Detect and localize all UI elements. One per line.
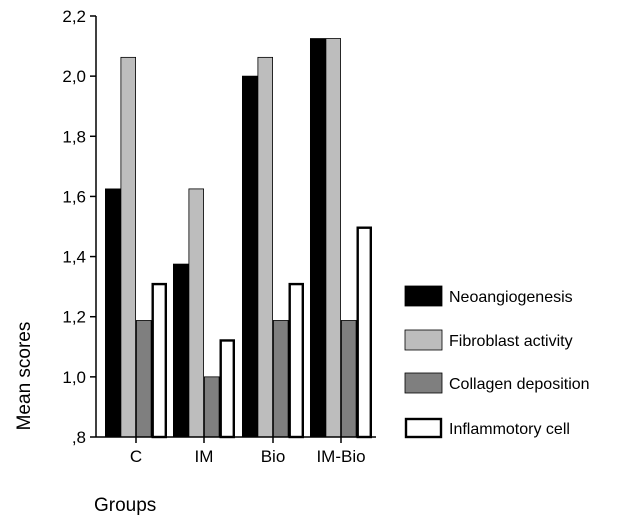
bar	[151, 282, 167, 439]
legend-label: Inflammotory cell	[449, 421, 570, 438]
y-tick-label: 1,8	[62, 127, 86, 146]
y-tick-label: 1,0	[62, 368, 86, 387]
bar	[105, 188, 121, 438]
y-tick-label: 1,2	[62, 308, 86, 327]
x-axis-title: Groups	[94, 495, 156, 516]
legend-label: Fibroblast activity	[449, 333, 573, 350]
bar	[135, 320, 152, 438]
bar	[325, 38, 341, 438]
legend: Neoangiogenesis Fibroblast activity Collag…	[404, 285, 590, 439]
bar	[356, 226, 373, 439]
bar	[188, 188, 204, 438]
bar	[219, 339, 235, 439]
axes-layer: ,8 1,0 1,2 1,4 1,6 1,8 2,0 2,2 C IM Bio IM-Bio	[62, 7, 376, 466]
bar	[241, 75, 258, 438]
bar	[257, 56, 273, 438]
x-tick-label: IM-Bio	[316, 447, 365, 466]
bar	[288, 282, 305, 439]
legend-swatch	[404, 417, 443, 439]
x-tick-label: IM	[195, 447, 214, 466]
y-tick-label: 2,2	[62, 7, 86, 26]
y-tick-label: 1,6	[62, 187, 86, 206]
bar	[172, 263, 189, 438]
y-tick-label: 2,0	[62, 67, 86, 86]
legend-swatch	[404, 329, 443, 351]
bar	[340, 320, 357, 438]
bar	[120, 56, 137, 438]
bar	[203, 376, 220, 438]
bars-layer	[105, 38, 373, 439]
y-tick-label: 1,4	[62, 248, 86, 267]
bar	[272, 320, 289, 438]
x-tick-label: C	[130, 447, 142, 466]
legend-swatch	[404, 285, 443, 307]
legend-label: Collagen deposition	[449, 376, 590, 393]
bar	[309, 38, 326, 438]
x-tick-label: Bio	[261, 447, 286, 466]
y-axis-title: Mean scores	[14, 322, 35, 431]
y-tick-label: ,8	[72, 428, 86, 447]
legend-label: Neoangiogenesis	[449, 289, 573, 306]
legend-swatch	[404, 372, 443, 394]
